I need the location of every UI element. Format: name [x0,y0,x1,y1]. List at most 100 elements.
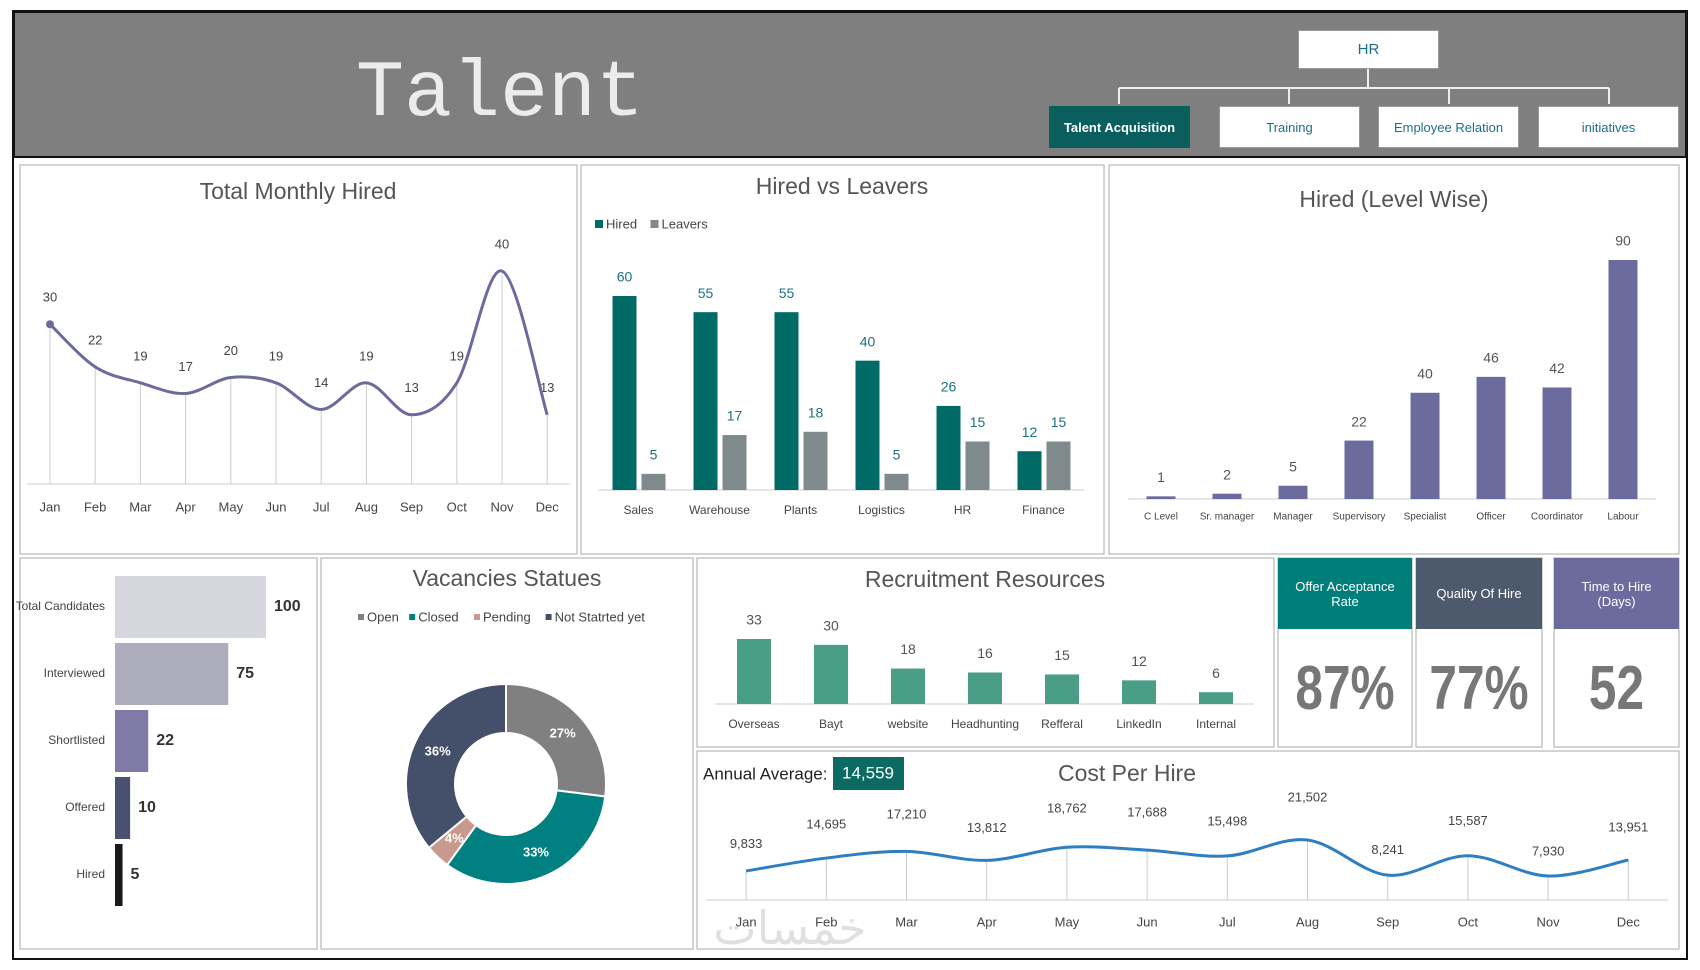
data-label: 36% [425,743,451,758]
nav-tab[interactable]: Employee Relation [1378,106,1519,148]
legend-swatch [409,614,416,620]
category-label: Total Candidates [16,599,105,613]
funnel-bar [115,710,149,772]
bar [1122,680,1156,704]
category-label: Interviewed [44,666,105,680]
x-tick-label: May [219,499,244,514]
data-label: 17,210 [887,807,927,822]
bar [774,312,799,490]
bar [1278,485,1308,499]
x-tick-label: Jan [736,914,757,929]
x-tick-label: Officer [1476,512,1506,523]
funnel-bar [115,777,131,839]
x-tick-label: Labour [1607,512,1639,523]
data-label: 16 [977,645,993,661]
panel-frame [580,164,1105,555]
x-tick-label: Nov [490,499,514,514]
x-tick-label: Supervisory [1333,512,1386,523]
funnel-bar [115,844,123,906]
category-label: Shortlisted [48,733,105,747]
line-marker [46,320,54,329]
legend-swatch [595,220,603,228]
bar [612,296,637,490]
kpi-title: Offer Acceptance Rate [1278,558,1412,629]
data-label: 17 [178,359,192,374]
x-tick-label: Plants [784,503,817,517]
x-tick-label: Jul [1219,914,1236,929]
nav-tab[interactable]: Training [1219,106,1360,148]
data-label: 9,833 [730,836,763,851]
bar [1045,674,1079,704]
legend-label: Pending [483,609,531,624]
data-label: 15 [970,414,986,430]
x-tick-label: Nov [1537,914,1561,929]
legend-label: Leavers [662,216,709,231]
kpi-value: 52 [1588,653,1645,723]
data-label: 13,812 [967,820,1007,835]
funnel-bar [115,643,229,705]
data-label: 5 [131,866,140,883]
bar [1212,493,1242,499]
x-tick-label: Sep [1376,914,1399,929]
legend-swatch [650,220,659,228]
org-root: HR [1298,30,1439,69]
chart-title: Vacancies Statues [413,565,602,591]
bar [814,644,848,704]
x-tick-label: Bayt [819,717,844,731]
watermark: خمسات [713,902,866,954]
bar [693,312,718,490]
legend-label: Hired [606,216,637,231]
funnel-bar [115,576,266,638]
data-label: 55 [698,285,714,301]
chart-title: Cost Per Hire [1058,760,1196,786]
category-label: Offered [65,800,105,814]
data-label: 55 [779,285,795,301]
data-label: 17 [727,408,743,424]
data-label: 90 [1615,233,1631,249]
nav-tab[interactable]: Talent Acquisition [1049,106,1190,148]
chart-title: Hired (Level Wise) [1299,186,1488,212]
x-tick-label: Overseas [728,717,779,731]
data-label: 15 [1051,414,1067,430]
donut-slice [445,789,607,885]
bar [1017,451,1042,490]
data-label: 33 [746,612,762,628]
x-tick-label: Mar [129,499,152,514]
data-label: 75 [236,665,254,682]
data-label: 17,688 [1127,805,1167,820]
data-label: 2 [1223,466,1231,482]
bar [1410,392,1440,499]
x-tick-label: Oct [1458,914,1479,929]
x-tick-label: Dec [1617,914,1641,929]
x-tick-label: Finance [1022,503,1065,517]
bar [1146,496,1176,499]
x-tick-label: Logistics [858,503,905,517]
data-label: 8,241 [1371,842,1404,857]
data-label: 21,502 [1288,789,1328,804]
x-tick-label: Aug [1296,914,1319,929]
bar [936,405,961,490]
x-tick-label: Aug [355,499,378,514]
bar [855,360,880,490]
x-tick-label: Apr [175,499,196,514]
x-tick-label: Oct [447,499,468,514]
data-label: 33% [523,845,549,860]
x-tick-label: Jun [1137,914,1158,929]
data-label: 12 [1131,653,1147,669]
data-label: 13 [540,380,554,395]
data-label: 10 [138,799,156,816]
bar [722,435,747,490]
panel-frame [19,164,578,555]
data-label: 15 [1054,647,1070,663]
panel-frame [320,557,694,950]
x-tick-label: Manager [1273,512,1313,523]
line-series [48,269,549,417]
panel-frame [696,557,1275,748]
bar [1199,692,1233,704]
nav-tab[interactable]: initiatives [1538,106,1679,148]
chart-title: Recruitment Resources [865,566,1105,592]
data-label: 14 [314,375,328,390]
legend-label: Not Statrted yet [555,609,646,624]
